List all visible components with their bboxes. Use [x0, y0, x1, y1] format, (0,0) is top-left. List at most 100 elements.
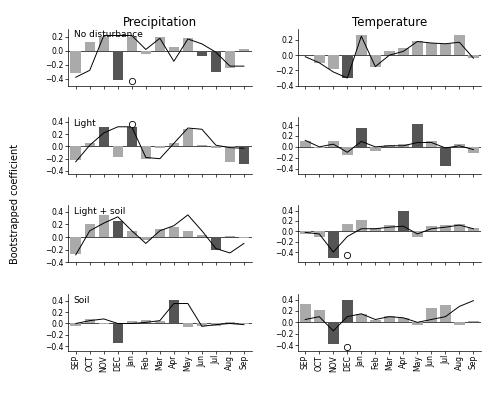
Bar — [183, 324, 193, 327]
Bar — [468, 147, 479, 153]
Bar — [412, 41, 423, 55]
Bar — [370, 147, 381, 151]
Bar — [412, 322, 423, 325]
Bar — [356, 220, 366, 231]
Bar — [328, 231, 339, 258]
Bar — [300, 304, 311, 322]
Bar — [300, 231, 311, 234]
Bar — [85, 143, 95, 146]
Bar — [342, 147, 352, 155]
Bar — [197, 324, 207, 326]
Bar — [342, 299, 352, 322]
Bar — [328, 142, 339, 147]
Bar — [398, 211, 409, 231]
Title: Temperature: Temperature — [352, 16, 427, 29]
Bar — [300, 142, 311, 147]
Text: Bootstrapped coefficient: Bootstrapped coefficient — [10, 144, 19, 264]
Bar — [155, 37, 165, 51]
Bar — [239, 49, 249, 51]
Bar — [225, 51, 235, 68]
Bar — [239, 146, 249, 164]
Bar — [468, 228, 479, 231]
Bar — [328, 322, 339, 344]
Bar — [370, 228, 381, 231]
Bar — [210, 51, 221, 72]
Bar — [468, 55, 479, 58]
Bar — [342, 55, 352, 78]
Bar — [398, 48, 409, 55]
Text: No disturbance: No disturbance — [73, 30, 142, 39]
Title: Precipitation: Precipitation — [123, 16, 197, 29]
Bar — [426, 142, 436, 147]
Bar — [140, 320, 151, 324]
Bar — [440, 305, 451, 322]
Bar — [113, 51, 123, 80]
Bar — [356, 315, 366, 322]
Bar — [70, 51, 81, 73]
Bar — [398, 144, 409, 147]
Bar — [440, 225, 451, 231]
Bar — [99, 215, 109, 237]
Bar — [314, 55, 325, 63]
Bar — [314, 310, 325, 322]
Bar — [183, 38, 193, 51]
Bar — [140, 237, 151, 240]
Text: Light + soil: Light + soil — [73, 207, 125, 216]
Bar — [197, 51, 207, 56]
Bar — [356, 129, 366, 147]
Bar — [356, 35, 366, 55]
Bar — [155, 146, 165, 148]
Bar — [468, 321, 479, 322]
Bar — [99, 127, 109, 146]
Bar — [210, 146, 221, 148]
Bar — [225, 236, 235, 237]
Bar — [370, 55, 381, 67]
Bar — [412, 231, 423, 237]
Bar — [440, 44, 451, 55]
Bar — [126, 321, 137, 324]
Bar — [169, 227, 179, 237]
Bar — [384, 225, 395, 231]
Bar — [183, 231, 193, 237]
Bar — [140, 146, 151, 159]
Bar — [454, 35, 465, 55]
Bar — [454, 322, 465, 325]
Bar — [239, 237, 249, 238]
Bar — [210, 237, 221, 250]
Bar — [70, 324, 81, 326]
Bar — [384, 315, 395, 322]
Bar — [155, 229, 165, 237]
Bar — [126, 37, 137, 51]
Bar — [70, 237, 81, 254]
Bar — [384, 145, 395, 147]
Bar — [384, 51, 395, 55]
Bar — [85, 224, 95, 237]
Bar — [70, 146, 81, 160]
Bar — [440, 147, 451, 166]
Bar — [370, 319, 381, 322]
Bar — [85, 42, 95, 51]
Bar — [169, 299, 179, 324]
Bar — [314, 231, 325, 237]
Bar — [85, 319, 95, 324]
Bar — [169, 47, 179, 51]
Bar — [342, 224, 352, 231]
Bar — [454, 144, 465, 147]
Bar — [328, 55, 339, 69]
Bar — [225, 146, 235, 162]
Bar — [426, 226, 436, 231]
Bar — [412, 124, 423, 147]
Bar — [126, 127, 137, 146]
Bar — [197, 235, 207, 237]
Bar — [183, 129, 193, 146]
Bar — [169, 143, 179, 146]
Text: Soil: Soil — [73, 295, 90, 304]
Bar — [314, 147, 325, 148]
Bar — [99, 37, 109, 51]
Bar — [113, 146, 123, 157]
Bar — [398, 318, 409, 322]
Bar — [113, 324, 123, 344]
Bar — [113, 221, 123, 237]
Bar — [197, 145, 207, 146]
Bar — [426, 43, 436, 55]
